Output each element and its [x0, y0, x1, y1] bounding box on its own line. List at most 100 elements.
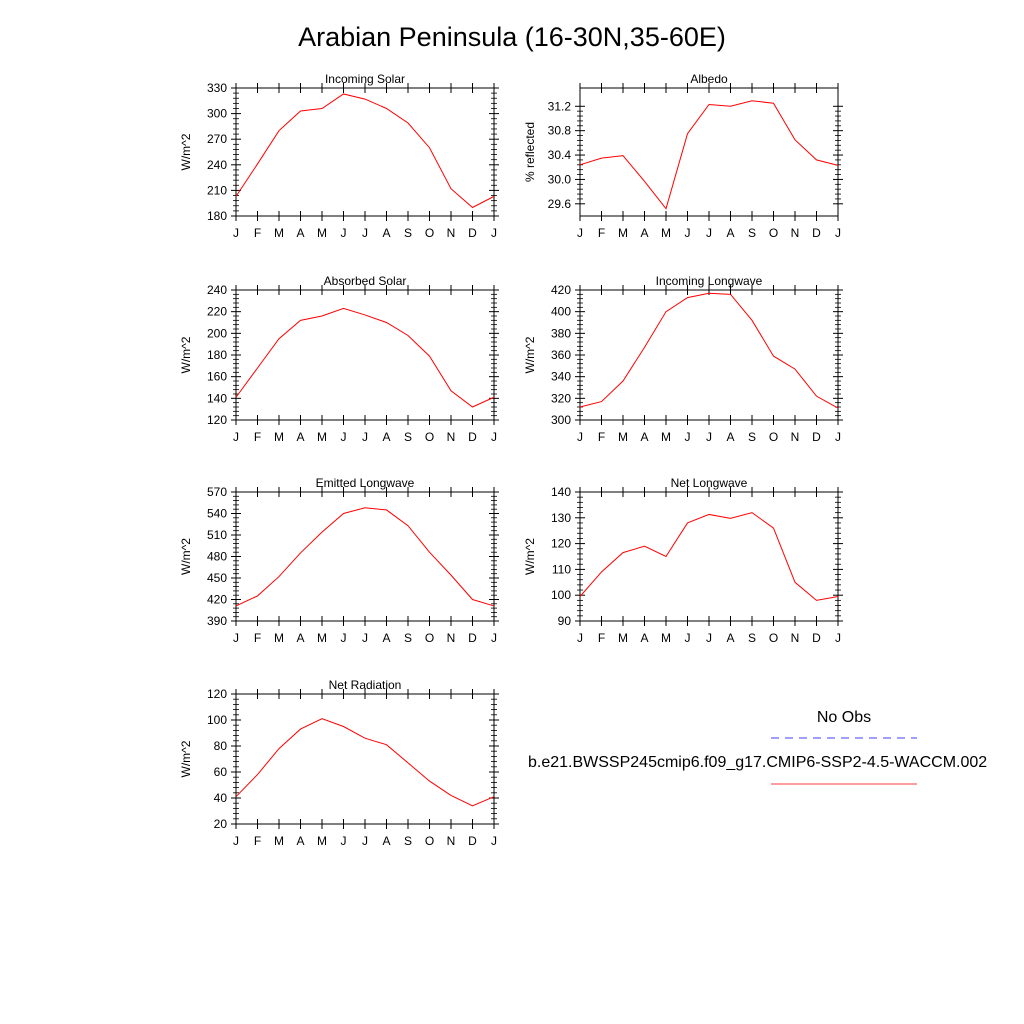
- x-tick-label: N: [447, 430, 456, 444]
- x-tick-label: J: [577, 631, 583, 645]
- y-tick-label: 30.8: [548, 124, 572, 138]
- plot-frame: [579, 87, 839, 217]
- plot-frame: [235, 87, 495, 217]
- x-tick-label: J: [491, 226, 497, 240]
- y-tick-label: 180: [207, 209, 227, 223]
- plot-frame: [235, 491, 495, 622]
- series-line: [235, 507, 495, 607]
- x-tick-label: J: [341, 631, 347, 645]
- y-tick-label: 450: [207, 571, 227, 585]
- panel-title: Incoming Longwave: [656, 274, 763, 288]
- x-tick-label: A: [726, 430, 734, 444]
- x-tick-label: A: [382, 834, 390, 848]
- x-tick-label: J: [233, 430, 239, 444]
- x-tick-label: D: [468, 226, 477, 240]
- x-tick-label: N: [791, 631, 800, 645]
- x-tick-label: J: [362, 226, 368, 240]
- x-tick-label: J: [233, 631, 239, 645]
- x-tick-label: M: [274, 226, 284, 240]
- y-tick-label: 120: [207, 687, 227, 701]
- series-line: [235, 93, 495, 209]
- legend-model-label: b.e21.BWSSP245cmip6.f09_g17.CMIP6-SSP2-4…: [528, 754, 987, 771]
- series-line: [235, 307, 495, 408]
- x-tick-label: J: [835, 430, 841, 444]
- x-tick-label: J: [685, 631, 691, 645]
- y-axis-label: % reflected: [523, 122, 537, 182]
- y-tick-label: 320: [551, 391, 571, 405]
- x-tick-label: S: [404, 834, 412, 848]
- x-tick-label: J: [577, 226, 583, 240]
- y-tick-label: 480: [207, 550, 227, 564]
- x-tick-label: O: [425, 834, 434, 848]
- x-tick-label: S: [748, 631, 756, 645]
- x-tick-label: D: [812, 631, 821, 645]
- x-tick-label: F: [254, 834, 261, 848]
- y-tick-label: 200: [207, 326, 227, 340]
- y-tick-label: 420: [207, 593, 227, 607]
- x-tick-label: M: [618, 226, 628, 240]
- x-tick-label: J: [233, 834, 239, 848]
- x-tick-label: N: [791, 430, 800, 444]
- x-tick-label: A: [382, 430, 390, 444]
- x-tick-label: J: [491, 834, 497, 848]
- y-tick-label: 130: [551, 511, 571, 525]
- x-tick-label: O: [769, 226, 778, 240]
- x-tick-label: A: [296, 430, 304, 444]
- y-tick-label: 300: [207, 107, 227, 121]
- x-tick-label: D: [812, 226, 821, 240]
- x-tick-label: M: [274, 834, 284, 848]
- y-tick-label: 220: [207, 305, 227, 319]
- y-tick-label: 31.2: [548, 99, 572, 113]
- x-tick-label: A: [296, 226, 304, 240]
- y-axis-label: W/m^2: [179, 336, 193, 373]
- x-tick-label: M: [274, 430, 284, 444]
- y-tick-label: 100: [207, 713, 227, 727]
- x-tick-label: F: [254, 631, 261, 645]
- x-tick-label: A: [640, 430, 648, 444]
- y-tick-label: 270: [207, 132, 227, 146]
- y-tick-label: 340: [551, 370, 571, 384]
- panel-title: Net Longwave: [671, 476, 748, 490]
- y-axis-label: W/m^2: [179, 133, 193, 170]
- y-tick-label: 330: [207, 81, 227, 95]
- y-tick-label: 360: [551, 348, 571, 362]
- x-tick-label: A: [296, 631, 304, 645]
- x-tick-label: A: [296, 834, 304, 848]
- x-tick-label: J: [341, 834, 347, 848]
- x-tick-label: A: [640, 631, 648, 645]
- x-tick-label: J: [835, 631, 841, 645]
- x-tick-label: D: [468, 631, 477, 645]
- y-tick-label: 400: [551, 305, 571, 319]
- y-tick-label: 80: [214, 739, 228, 753]
- x-tick-label: J: [491, 430, 497, 444]
- x-tick-label: F: [598, 631, 605, 645]
- y-axis-label: W/m^2: [523, 336, 537, 373]
- y-tick-label: 420: [551, 283, 571, 297]
- y-tick-label: 380: [551, 326, 571, 340]
- x-tick-label: J: [685, 226, 691, 240]
- x-tick-label: S: [404, 631, 412, 645]
- figure-title: Arabian Peninsula (16-30N,35-60E): [298, 22, 726, 52]
- x-tick-label: A: [640, 226, 648, 240]
- x-tick-label: M: [661, 631, 671, 645]
- y-tick-label: 240: [207, 283, 227, 297]
- x-tick-label: N: [447, 834, 456, 848]
- y-tick-label: 390: [207, 614, 227, 628]
- x-tick-label: J: [341, 430, 347, 444]
- x-tick-label: J: [362, 631, 368, 645]
- x-tick-label: M: [274, 631, 284, 645]
- y-tick-label: 90: [558, 614, 572, 628]
- y-tick-label: 210: [207, 183, 227, 197]
- x-tick-label: D: [468, 834, 477, 848]
- series-line: [235, 718, 495, 807]
- x-tick-label: S: [404, 430, 412, 444]
- x-tick-label: J: [233, 226, 239, 240]
- x-tick-label: D: [468, 430, 477, 444]
- y-tick-label: 40: [214, 791, 228, 805]
- x-tick-label: N: [791, 226, 800, 240]
